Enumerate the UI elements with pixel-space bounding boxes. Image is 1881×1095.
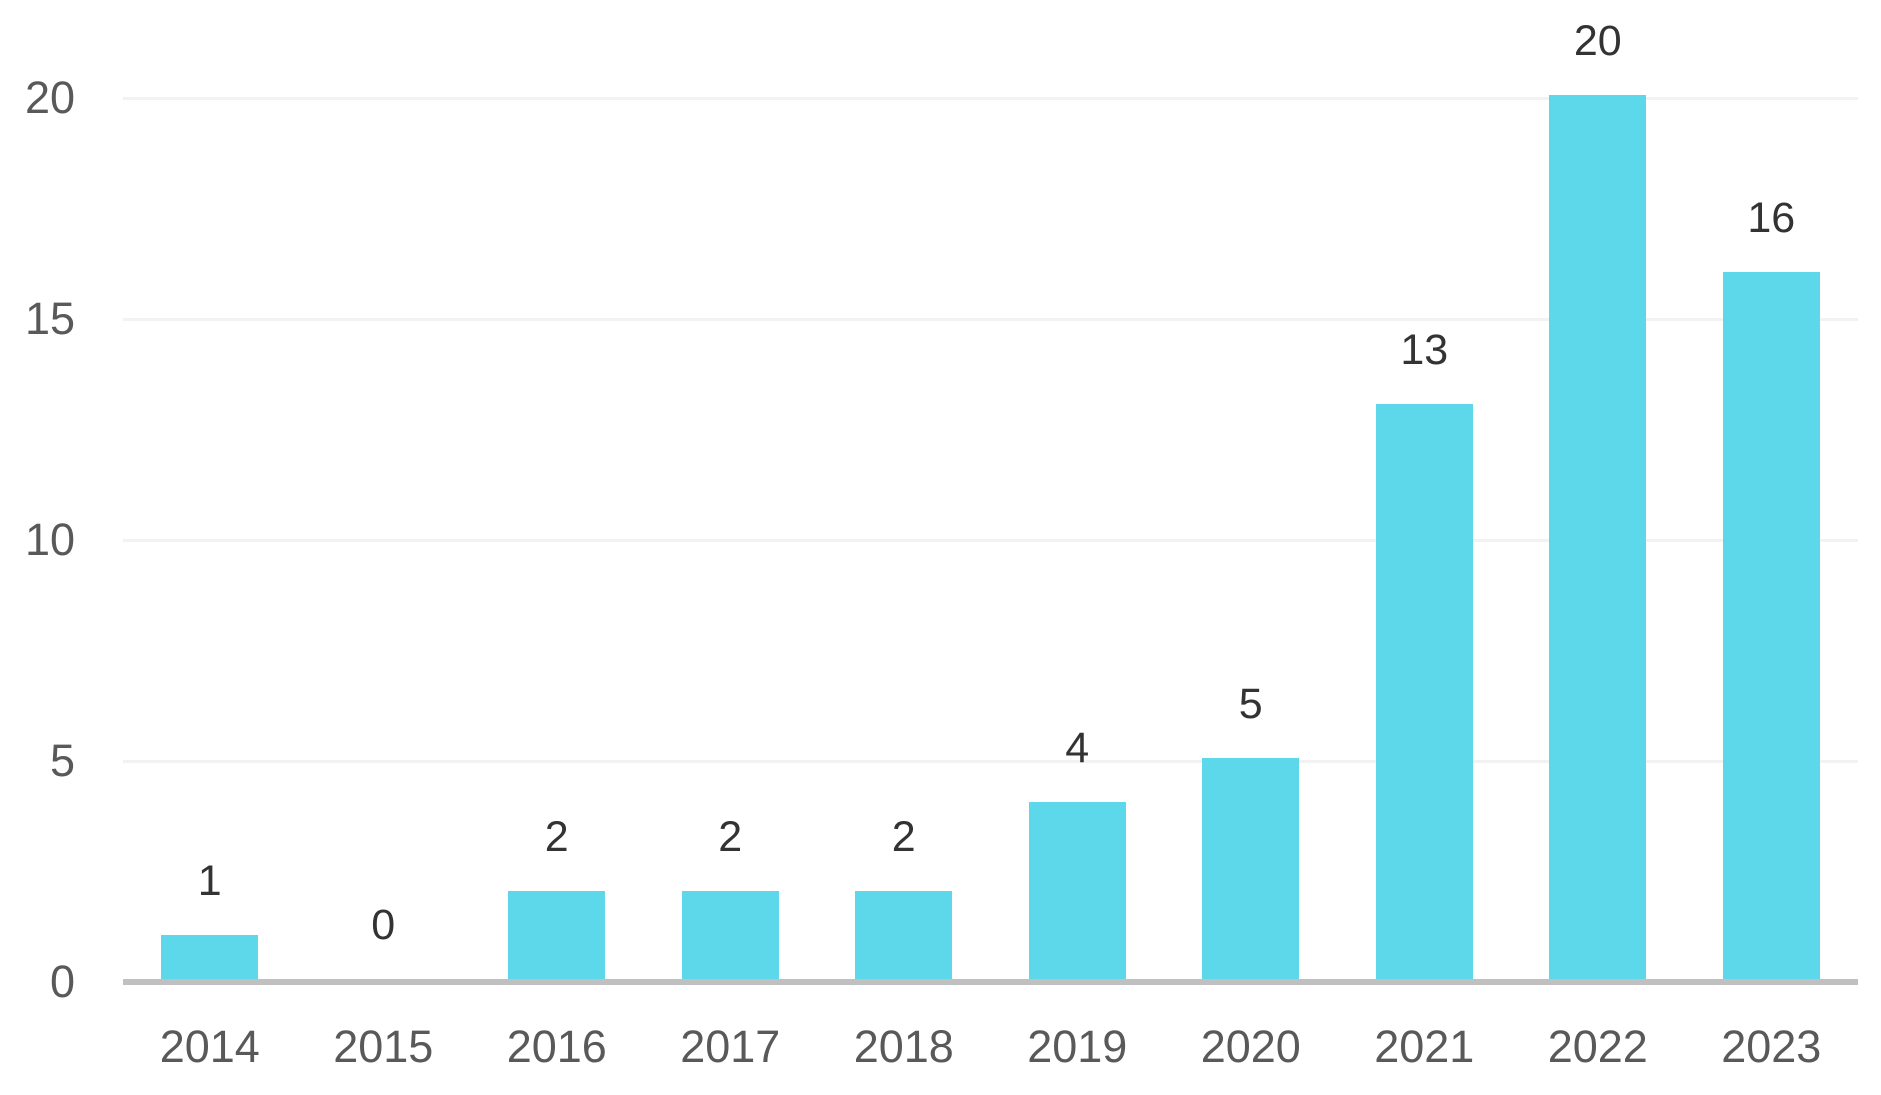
x-tick-label-2014: 2014 [159, 1021, 260, 1072]
bar-2022 [1549, 95, 1647, 979]
bar-2014 [161, 934, 259, 979]
gridline-5 [123, 759, 1858, 763]
y-tick-label-20: 20 [24, 72, 75, 123]
data-label-2016: 2 [544, 812, 569, 861]
data-label-2015: 0 [371, 901, 396, 949]
y-tick-label-15: 15 [24, 293, 75, 344]
bar-2020 [1202, 758, 1300, 979]
x-tick-label-2018: 2018 [853, 1021, 954, 1072]
y-tick-label-10: 10 [24, 514, 75, 565]
x-tick-label-2019: 2019 [1027, 1021, 1128, 1072]
data-label-2022: 20 [1573, 17, 1622, 65]
y-tick-label-0: 0 [49, 956, 75, 1007]
x-tick-label-2021: 2021 [1374, 1021, 1475, 1072]
data-label-2018: 2 [891, 812, 916, 861]
x-tick-label-2022: 2022 [1547, 1021, 1648, 1072]
y-tick-label-5: 5 [49, 735, 75, 786]
data-label-2020: 5 [1238, 680, 1263, 728]
bar-2021 [1375, 404, 1473, 979]
bar-2018 [855, 890, 953, 979]
x-tick-label-2016: 2016 [506, 1021, 607, 1072]
gridline-20 [123, 96, 1858, 100]
x-tick-label-2020: 2020 [1200, 1021, 1301, 1072]
x-tick-label-2015: 2015 [333, 1021, 434, 1072]
data-label-2023: 16 [1747, 193, 1796, 242]
gridline-10 [123, 538, 1858, 542]
data-label-2017: 2 [718, 812, 743, 861]
gridline-15 [123, 317, 1858, 321]
bar-2023 [1722, 271, 1820, 979]
data-label-2019: 4 [1065, 724, 1090, 773]
data-label-2021: 13 [1400, 326, 1449, 375]
bar-2017 [681, 890, 779, 979]
x-axis-line [123, 979, 1858, 985]
bar-2019 [1028, 802, 1126, 979]
data-label-2014: 1 [197, 856, 222, 905]
x-tick-label-2017: 2017 [680, 1021, 781, 1072]
x-tick-label-2023: 2023 [1721, 1021, 1822, 1072]
bar-2016 [508, 890, 606, 979]
